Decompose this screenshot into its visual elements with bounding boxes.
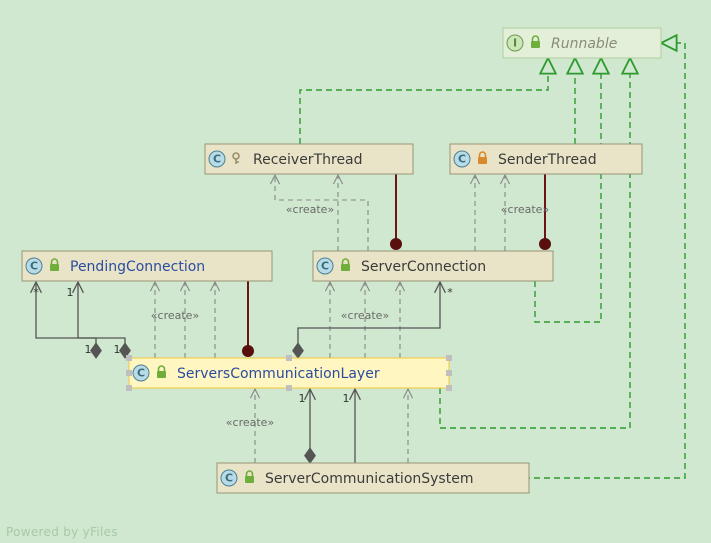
selection-handle[interactable] — [446, 370, 452, 376]
label-create-sender: «create» — [501, 203, 549, 216]
node-pending[interactable]: C PendingConnection — [22, 251, 272, 281]
mult-layer-one-b: 1 — [114, 343, 121, 356]
footer-credit: Powered by yFiles — [6, 525, 118, 539]
svg-text:I: I — [513, 37, 517, 50]
edge-realize-receiver-runnable — [300, 58, 548, 144]
node-layer[interactable]: C ServersCommunicationLayer — [126, 355, 452, 391]
node-servconn[interactable]: C ServerConnection — [313, 251, 553, 281]
nodes-layer: I Runnable C ReceiverThread C SenderThread C Pe… — [22, 28, 661, 493]
selection-handle[interactable] — [286, 385, 292, 391]
label-create-pending: «create» — [151, 309, 199, 322]
svg-text:C: C — [213, 153, 221, 166]
selection-handle[interactable] — [286, 355, 292, 361]
label-create-servconn: «create» — [341, 309, 389, 322]
selection-handle[interactable] — [126, 370, 132, 376]
node-label: Runnable — [551, 36, 617, 52]
node-label: ReceiverThread — [253, 152, 363, 168]
label-create-receiver: «create» — [286, 203, 334, 216]
selection-handle[interactable] — [126, 385, 132, 391]
label-create-layer: «create» — [226, 416, 274, 429]
node-label: ServerCommunicationSystem — [265, 471, 473, 487]
mult-pending-star-a: * — [33, 286, 39, 299]
node-label: SenderThread — [498, 152, 597, 168]
node-label: ServerConnection — [361, 259, 486, 275]
node-system[interactable]: C ServerCommunicationSystem — [217, 463, 529, 493]
node-label: ServersCommunicationLayer — [177, 366, 380, 382]
svg-text:C: C — [321, 260, 329, 273]
svg-text:C: C — [458, 153, 466, 166]
svg-text:C: C — [30, 260, 38, 273]
selection-handle[interactable] — [446, 385, 452, 391]
node-runnable[interactable]: I Runnable — [503, 28, 661, 58]
mult-layer-one-a: 1 — [85, 343, 92, 356]
mult-layer-one-c: 1 — [299, 392, 306, 405]
uml-diagram: «create» «create» «create» «create» «cre… — [0, 0, 711, 543]
node-label: PendingConnection — [70, 259, 205, 275]
svg-text:C: C — [225, 472, 233, 485]
mult-servconn-star: * — [447, 286, 453, 299]
selection-handle[interactable] — [446, 355, 452, 361]
mult-layer-one-d: 1 — [343, 392, 350, 405]
node-receiver[interactable]: C ReceiverThread — [205, 144, 413, 174]
svg-text:C: C — [137, 367, 145, 380]
node-sender[interactable]: C SenderThread — [450, 144, 642, 174]
selection-handle[interactable] — [126, 355, 132, 361]
mult-pending-one-b: 1 — [67, 286, 74, 299]
